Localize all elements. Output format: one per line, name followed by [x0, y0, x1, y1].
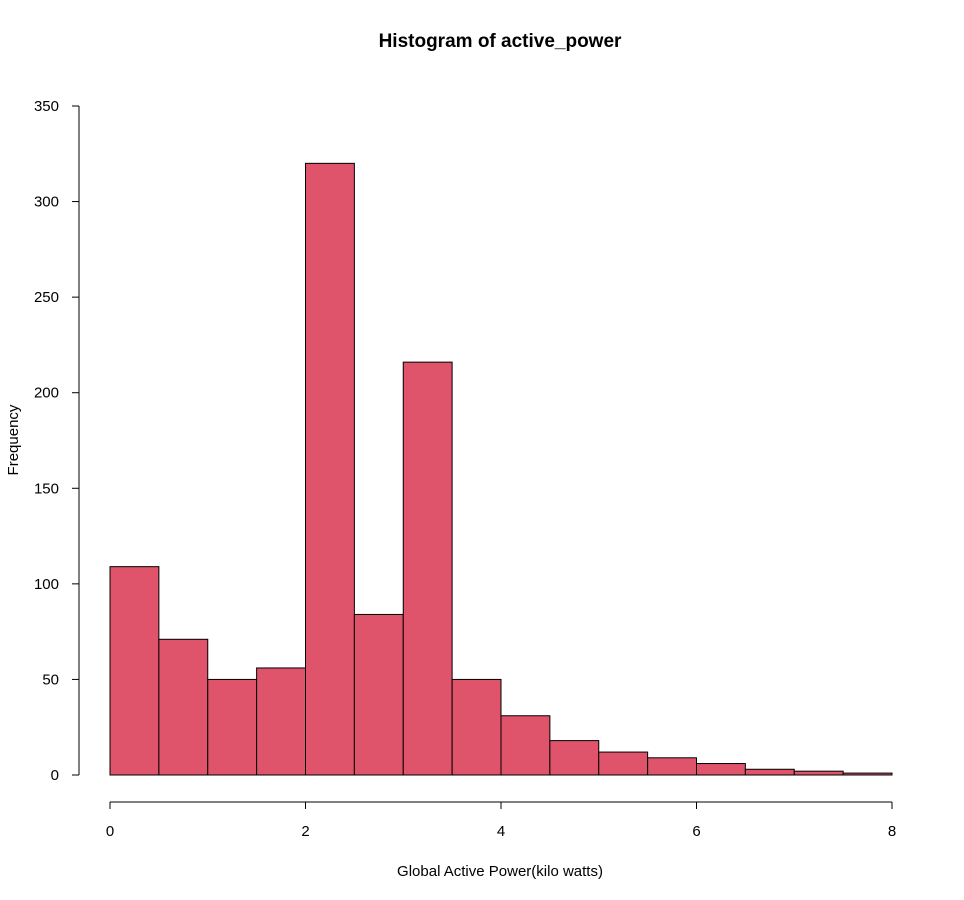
- x-tick-label: 8: [888, 823, 896, 840]
- y-tick-label: 50: [42, 671, 59, 688]
- chart-title: Histogram of active_power: [379, 31, 622, 52]
- y-tick-label: 150: [34, 480, 59, 497]
- histogram-bar-8: [500, 715, 551, 776]
- histogram-bar-10: [598, 751, 649, 776]
- histogram-bar-7: [451, 678, 502, 776]
- histogram-bar-11: [647, 757, 697, 776]
- bars-group: [109, 162, 893, 776]
- y-tick-label: 100: [34, 576, 59, 593]
- histogram-bar-13: [744, 768, 795, 776]
- y-axis: 0 50 100 150 200 250 300 350: [34, 98, 80, 784]
- x-tick-label: 2: [301, 823, 309, 840]
- histogram-bar-1: [158, 638, 209, 776]
- x-tick-label: 4: [497, 823, 505, 840]
- histogram-bar-2: [207, 678, 258, 776]
- x-axis: 0 2 4 6 8: [106, 801, 896, 840]
- histogram-bar-4: [305, 162, 355, 776]
- y-tick-label: 250: [34, 289, 59, 306]
- x-tick-label: 0: [106, 823, 114, 840]
- histogram-bar-15: [842, 772, 893, 776]
- histogram-bar-14: [793, 770, 844, 776]
- y-tick-label: 350: [34, 98, 59, 115]
- histogram-bar-12: [696, 763, 746, 776]
- histogram-bar-0: [109, 566, 160, 776]
- x-tick-label: 6: [692, 823, 700, 840]
- y-tick-label: 300: [34, 194, 59, 211]
- histogram-bar-5: [353, 613, 404, 776]
- x-axis-label: Global Active Power(kilo watts): [397, 863, 603, 880]
- y-axis-label: Frequency: [5, 404, 22, 475]
- y-tick-label: 200: [34, 385, 59, 402]
- histogram-bar-6: [402, 361, 453, 776]
- histogram-bar-9: [549, 740, 600, 776]
- histogram-bar-3: [256, 667, 306, 776]
- y-tick-label: 0: [51, 767, 59, 784]
